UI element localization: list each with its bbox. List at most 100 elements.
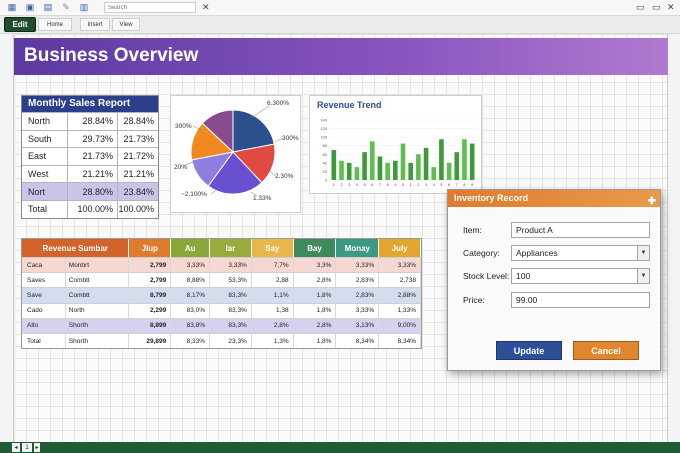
pie-slice[interactable] [232,109,275,153]
region-cell[interactable]: North [22,113,68,130]
table-row[interactable]: Caca Monbrt 2,799 3,33% 3,33% 7,7% 3,3% 3,33% 3,… [22,257,421,273]
value-cell[interactable]: 8,34% [379,333,421,349]
value-cell[interactable]: 2,799 [129,258,172,273]
row-label-cell[interactable]: Alto [22,318,66,333]
value-cell[interactable]: 1,3% [252,333,294,349]
value-cell[interactable]: 21.73% [123,133,154,144]
value-cell[interactable]: 3,33% [336,303,380,318]
value-cell[interactable]: 1,8% [294,288,337,303]
region-cell[interactable]: Nort [22,183,68,200]
bar[interactable] [400,143,406,180]
column-header[interactable]: Revenue Sumbar [22,239,130,257]
chart-icon[interactable]: ▥ [79,2,89,12]
minimize-icon[interactable]: ▭ [636,2,645,12]
table-row[interactable]: Cado North 2,299 83,0% 83,3% 1,38 1,8% 3,33% 1,3… [22,302,421,318]
row-sublabel-cell[interactable]: Shorth [66,333,130,349]
column-header[interactable]: July [379,239,422,257]
row-sublabel-cell[interactable]: Combtt [66,273,130,288]
value-cell[interactable]: 9,00% [379,318,421,333]
value-cell[interactable]: 23.84% [123,186,154,197]
pin-icon[interactable]: ✚ [647,196,656,207]
tab-insert[interactable]: Insert [80,18,110,31]
value-cell[interactable]: 8,799 [129,288,172,303]
bar[interactable] [454,152,460,180]
row-label-cell[interactable]: Total [22,333,66,349]
table-row[interactable]: South 29.73% 21.73% [22,129,158,148]
value-cell[interactable]: 28.80% [68,183,118,200]
value-cell[interactable]: 1,8% [294,303,337,318]
value-cell[interactable]: 21.72% [123,151,154,162]
value-cell[interactable]: 1,33% [379,303,421,318]
value-cell[interactable]: 8,899 [129,318,172,333]
value-cell[interactable]: 1,8% [294,333,337,349]
price-field[interactable] [511,292,650,308]
edit-button[interactable]: Edit [4,17,36,32]
value-cell[interactable]: 3,33% [210,258,252,273]
value-cell[interactable]: 29,899 [129,333,172,349]
bar[interactable] [385,162,390,180]
stock-select[interactable]: 100 ▼ [511,268,650,284]
bar[interactable] [462,139,467,180]
value-cell[interactable]: 2,799 [129,273,172,288]
chevron-down-icon[interactable]: ▼ [637,246,649,260]
value-cell[interactable]: 3,13% [336,318,380,333]
bar[interactable] [393,160,398,180]
tab-view[interactable]: View [112,18,140,31]
bar[interactable] [339,160,344,180]
value-cell[interactable]: 2,8% [294,318,337,333]
value-cell[interactable]: 83,3% [210,303,252,318]
table-row[interactable]: Total Shorth 29,899 8,33% 23,3% 1,3% 1,8% 8,34%… [22,332,421,349]
value-cell[interactable]: 2,88% [379,288,421,303]
value-cell[interactable]: 3,3% [294,258,337,273]
column-header[interactable]: Say [251,239,294,257]
region-cell[interactable]: West [22,165,68,183]
column-header[interactable]: Au [171,239,211,257]
row-label-cell[interactable]: Cado [22,303,66,318]
chevron-down-icon[interactable]: ▼ [637,269,649,283]
image-icon[interactable]: ▣ [25,2,35,12]
value-cell[interactable]: 8,34% [336,333,380,349]
pie-slice[interactable] [207,151,263,195]
close-window-icon[interactable]: ✕ [667,2,675,12]
category-select[interactable]: Appliances ▼ [511,245,650,261]
value-cell[interactable]: 21.73% [68,148,118,165]
grid-icon[interactable]: ▦ [7,2,17,12]
value-cell[interactable]: 2,83% [336,288,380,303]
nav-left-icon[interactable]: ◂ [12,443,20,452]
pie-chart[interactable]: 6.300% 300% 300% 2.30% 1.33% ~2.100% 20% [170,95,301,213]
row-sublabel-cell[interactable]: Monbrt [66,258,130,273]
value-cell[interactable]: 2,299 [129,303,172,318]
bar[interactable] [446,162,452,180]
row-sublabel-cell[interactable]: Combtt [66,288,130,303]
value-cell[interactable]: 83,0% [171,303,211,318]
region-cell[interactable]: Total [22,200,68,218]
tab-home[interactable]: Home [38,18,72,31]
column-header[interactable]: Monay [336,239,380,257]
update-button[interactable]: Update [496,341,562,360]
value-cell[interactable]: 2,88 [252,273,294,288]
value-cell[interactable]: 8,88% [171,273,211,288]
bar[interactable] [354,167,360,180]
table-row[interactable]: East 21.73% 21.72% [22,147,158,165]
restore-icon[interactable]: ▭ [652,2,661,12]
table-row[interactable]: Total 100.00% 100.00% [22,199,158,218]
bar[interactable] [423,147,429,180]
value-cell[interactable]: 28.84% [123,116,154,127]
value-cell[interactable]: 3,33% [171,258,211,273]
table-row[interactable]: Nort 28.80% 23.84% [22,182,158,200]
value-cell[interactable]: 21.21% [123,169,154,180]
bar[interactable] [377,156,383,180]
bar[interactable] [331,150,337,180]
table-row[interactable]: North 28.84% 28.84% [22,112,158,130]
search-input[interactable] [104,2,196,13]
value-cell[interactable]: 2,8% [294,273,337,288]
region-cell[interactable]: East [22,148,68,165]
bar[interactable] [431,167,437,180]
value-cell[interactable]: 3,33% [379,258,421,273]
value-cell[interactable]: 1,38 [252,303,294,318]
row-sublabel-cell[interactable]: Shorth [66,318,130,333]
folder-icon[interactable]: ▤ [43,2,53,12]
bar[interactable] [369,141,375,180]
value-cell[interactable]: 3,33% [336,258,380,273]
value-cell[interactable]: 28.84% [68,113,118,130]
